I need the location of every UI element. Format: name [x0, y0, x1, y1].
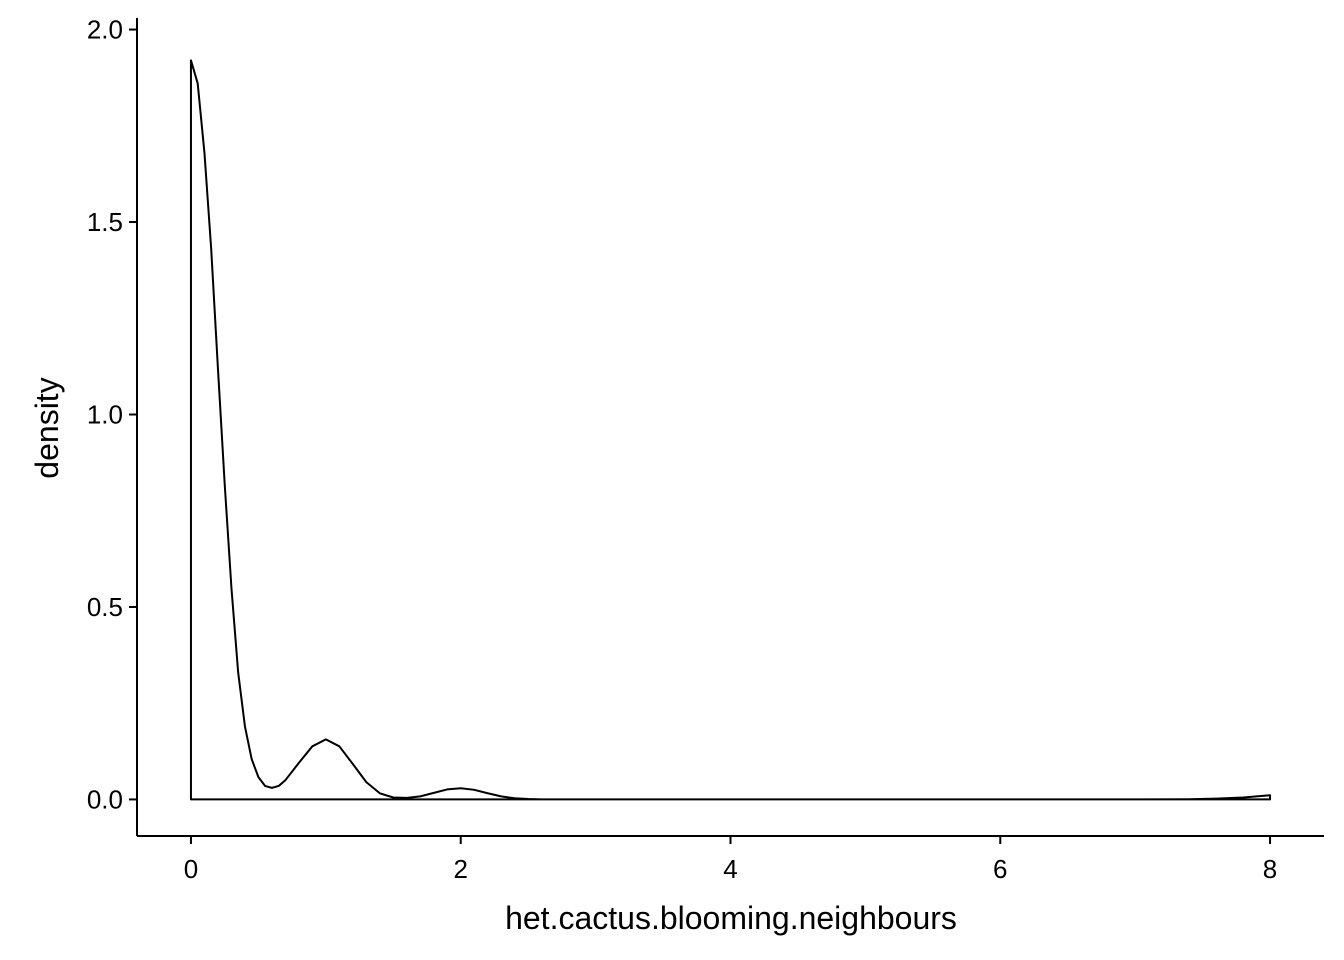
y-tick-label: 1.0	[87, 399, 123, 429]
x-tick-label: 8	[1263, 854, 1277, 884]
x-tick-label: 2	[453, 854, 467, 884]
x-axis-title: het.cactus.blooming.neighbours	[505, 900, 957, 936]
x-tick-label: 4	[723, 854, 737, 884]
y-tick-label: 0.5	[87, 592, 123, 622]
y-tick-label: 0.0	[87, 784, 123, 814]
plot-area	[189, 59, 1272, 801]
y-axis-ticks: 0.0 0.5 1.0 1.5 2.0	[87, 15, 137, 814]
density-curve	[189, 59, 1272, 801]
y-tick-label: 2.0	[87, 15, 123, 45]
y-tick-label: 1.5	[87, 207, 123, 237]
x-tick-label: 0	[184, 854, 198, 884]
y-axis-title: density	[29, 377, 65, 478]
x-axis-ticks: 0 2 4 6 8	[184, 836, 1277, 884]
x-tick-label: 6	[993, 854, 1007, 884]
